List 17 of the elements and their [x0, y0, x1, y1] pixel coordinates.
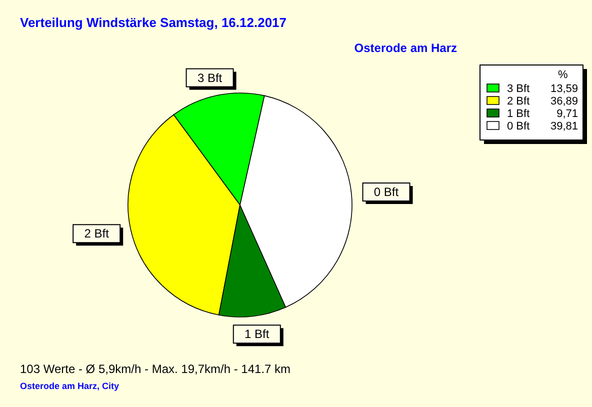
slice-label: 0 Bft — [374, 185, 400, 200]
slice-label: 3 Bft — [197, 70, 223, 85]
chart-subtitle: Osterode am Harz — [354, 41, 457, 55]
text: Osterode am Harz, City — [20, 381, 120, 391]
data-label: 9,71 — [556, 108, 578, 120]
legend-title: % — [558, 69, 568, 81]
slice-label: 1 Bft — [244, 327, 270, 342]
data-label: 39,81 — [550, 120, 578, 132]
data-label: 36,89 — [550, 96, 578, 108]
legend-label: 2 Bft — [507, 96, 530, 108]
chart-title: Verteilung Windstärke Samstag, 16.12.2017 — [20, 15, 287, 30]
legend-label: 3 Bft — [507, 83, 530, 95]
text: 103 Werte - Ø 5,9km/h - Max. 19,7km/h - 141.7 km — [20, 362, 291, 376]
data-label: 13,59 — [550, 83, 578, 95]
legend-label: 0 Bft — [507, 120, 530, 132]
slice-label: 2 Bft — [84, 226, 110, 241]
legend-label: 1 Bft — [507, 108, 530, 120]
